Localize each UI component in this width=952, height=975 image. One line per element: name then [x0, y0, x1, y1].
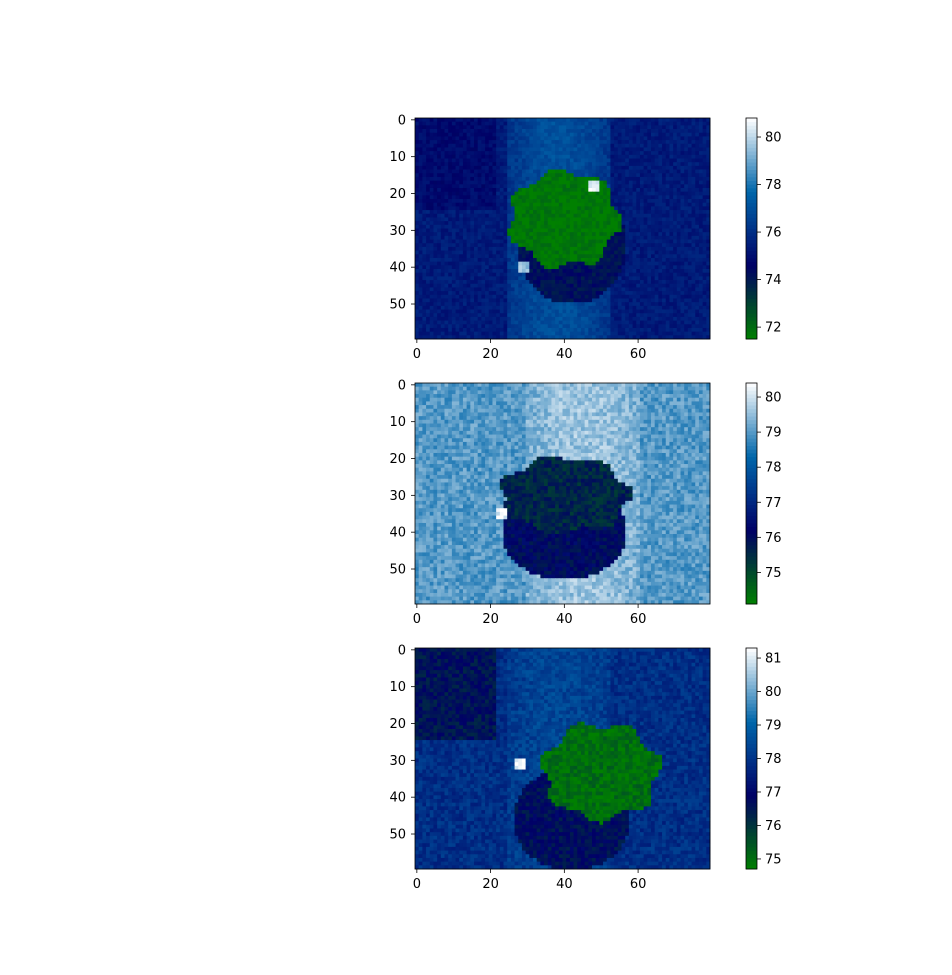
- axes-frame: [414, 382, 711, 605]
- heatmap-panel-3: 0 20 40 60 0 10 20 30 40 50 75 76 77 78 79 80 81: [389, 643, 781, 892]
- y-tick-label: 10: [389, 680, 406, 695]
- y-tick-label: 20: [389, 717, 406, 732]
- y-tick-label: 20: [389, 452, 406, 467]
- colorbar-tick-label: 80: [765, 391, 782, 406]
- x-tick-label: 60: [630, 877, 647, 892]
- y-tick-label: 10: [389, 415, 406, 430]
- x-tick-label: 20: [482, 612, 499, 627]
- colorbar-tick-label: 75: [765, 852, 782, 867]
- colorbar-tick-label: 77: [765, 785, 782, 800]
- colorbar-tick-label: 76: [765, 531, 782, 546]
- y-tick-label: 50: [389, 298, 406, 313]
- colorbar-tick-label: 77: [765, 496, 782, 511]
- colorbar-tick-label: 72: [765, 321, 782, 336]
- axes-frame: [414, 647, 711, 870]
- heatmap-image: [415, 383, 711, 605]
- x-tick-label: 0: [413, 612, 421, 627]
- colorbar-tick-label: 78: [765, 178, 782, 193]
- x-tick-label: 20: [482, 347, 499, 362]
- y-tick-label: 20: [389, 187, 406, 202]
- x-tick-label: 40: [556, 347, 573, 362]
- heatmap-image: [415, 118, 711, 340]
- y-tick-label: 10: [389, 150, 406, 165]
- colorbar-frame: [745, 382, 758, 605]
- colorbar: 72 74 76 78 80: [745, 117, 782, 340]
- y-tick-label: 50: [389, 563, 406, 578]
- colorbar-tick-label: 79: [765, 426, 782, 441]
- colorbar-tick-label: 76: [765, 226, 782, 241]
- colorbar-tick-label: 80: [765, 685, 782, 700]
- colorbar-tick-label: 74: [765, 273, 782, 288]
- colorbar: 75 76 77 78 79 80: [745, 382, 782, 605]
- y-tick-label: 30: [389, 224, 406, 239]
- y-tick-label: 30: [389, 489, 406, 504]
- x-tick-label: 0: [413, 877, 421, 892]
- y-tick-label: 50: [389, 828, 406, 843]
- y-tick-label: 0: [398, 113, 406, 128]
- y-tick-label: 0: [398, 378, 406, 393]
- y-tick-label: 30: [389, 754, 406, 769]
- x-tick-label: 20: [482, 877, 499, 892]
- heatmap-panel-1: 0 20 40 60 0 10 20 30 40 50 72 74 76 78 80: [389, 113, 781, 362]
- heatmap-panel-2: 0 20 40 60 0 10 20 30 40 50 75 76 77 78 79 80: [389, 378, 781, 627]
- heatmap-image: [415, 648, 711, 870]
- colorbar-tick-label: 78: [765, 461, 782, 476]
- colorbar-tick-label: 76: [765, 819, 782, 834]
- x-tick-label: 40: [556, 877, 573, 892]
- colorbar-tick-label: 78: [765, 752, 782, 767]
- colorbar-tick-label: 81: [765, 652, 782, 667]
- y-tick-label: 0: [398, 643, 406, 658]
- colorbar: 75 76 77 78 79 80 81: [745, 647, 782, 870]
- colorbar-tick-label: 80: [765, 131, 782, 146]
- colorbar-frame: [745, 117, 758, 340]
- colorbar-tick-label: 79: [765, 719, 782, 734]
- y-tick-label: 40: [389, 791, 406, 806]
- axes-frame: [414, 117, 711, 340]
- x-tick-label: 0: [413, 347, 421, 362]
- x-tick-label: 40: [556, 612, 573, 627]
- x-tick-label: 60: [630, 347, 647, 362]
- y-tick-label: 40: [389, 261, 406, 276]
- x-tick-label: 60: [630, 612, 647, 627]
- y-tick-label: 40: [389, 526, 406, 541]
- colorbar-tick-label: 75: [765, 566, 782, 581]
